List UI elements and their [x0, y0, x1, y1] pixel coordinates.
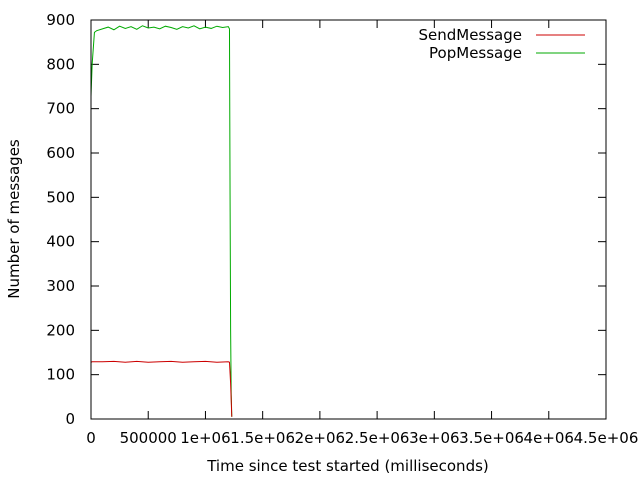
y-tick-label: 500	[46, 188, 75, 206]
x-axis-label: Time since test started (milliseconds)	[206, 457, 489, 475]
plot-frame	[90, 19, 607, 420]
x-tick-label: 2.5e+06	[345, 429, 410, 447]
y-axis-label: Number of messages	[5, 139, 23, 299]
x-tick-label: 0	[86, 429, 96, 447]
x-tick-label: 3e+06	[409, 429, 459, 447]
y-tick-label: 100	[46, 366, 75, 384]
series-line-popmessage	[90, 25, 233, 417]
y-tick-label: 700	[46, 100, 75, 118]
x-tick-label: 2e+06	[295, 429, 345, 447]
y-tick-label: 300	[46, 277, 75, 295]
y-tick-label: 0	[65, 410, 75, 428]
x-tick-label: 500000	[120, 429, 177, 447]
x-tick-label: 4.5e+06	[574, 429, 639, 447]
axis-ticks: 0 100 200 300 400 500 600 700 800 900 0 500000 1e+06…	[46, 11, 638, 447]
legend-label: PopMessage	[429, 44, 522, 62]
y-tick-label: 400	[46, 233, 75, 251]
x-tick-label: 4e+06	[524, 429, 574, 447]
y-tick-label: 800	[46, 55, 75, 73]
y-tick-label: 900	[46, 11, 75, 29]
legend-label: SendMessage	[418, 26, 522, 44]
series-line-sendmessage	[90, 360, 233, 417]
y-tick-label: 200	[46, 321, 75, 339]
y-tick-label: 600	[46, 144, 75, 162]
x-tick-label: 1.5e+06	[230, 429, 295, 447]
series-lines	[90, 25, 233, 417]
x-tick-label: 3.5e+06	[459, 429, 524, 447]
x-tick-label: 1e+06	[180, 429, 230, 447]
